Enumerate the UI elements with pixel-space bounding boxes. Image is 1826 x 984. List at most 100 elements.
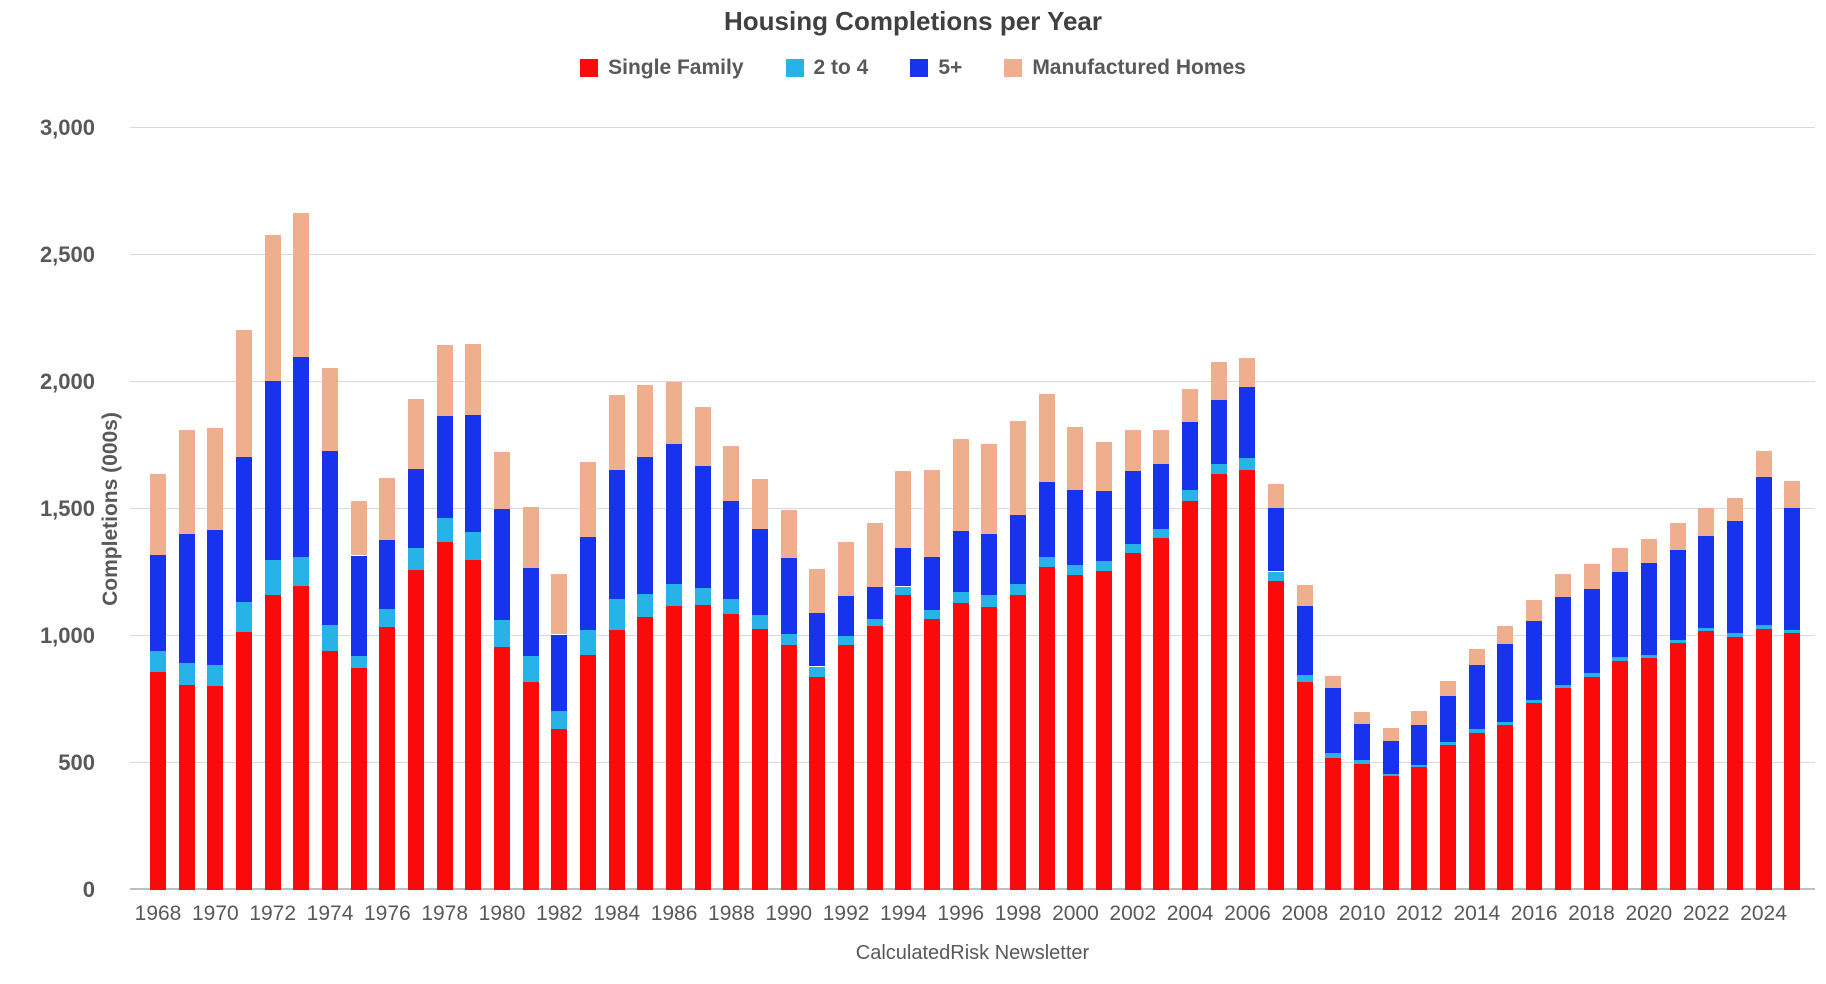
bar-segment-2-to-4-1994 [895,586,912,596]
bar-segment-2-to-4-1975 [350,656,367,668]
y-axis-tick-label: 2,500 [39,242,95,267]
bar-segment-5--2003 [1153,463,1170,529]
bar-segment-5--1988 [723,501,740,600]
x-axis-tick-label: 2004 [1166,902,1214,925]
bar-segment-manufactured-homes-2018 [1583,564,1600,590]
bar-segment-5--1992 [838,595,855,636]
bar-segment-single-family-1968 [150,672,166,890]
bar-segment-manufactured-homes-1975 [350,501,367,556]
bar-segment-2-to-4-1990 [780,633,797,645]
bar-segment-manufactured-homes-2002 [1124,429,1141,472]
x-axis-tick-label: 2024 [1740,902,1787,925]
y-axis-tick-label: 2,000 [39,369,95,394]
bar-segment-single-family-1988 [723,614,740,890]
x-axis-tick-label: 1978 [421,902,469,925]
bar-segment-5--2006 [1239,387,1256,458]
y-axis-title: Completions (000s) [98,412,122,606]
x-axis-tick-label: 1972 [249,902,297,925]
bar-segment-single-family-1984 [608,629,625,890]
bar-segment-5--1973 [293,356,310,558]
bar-segment-single-family-2000 [1067,574,1084,890]
bar-segment-manufactured-homes-2023 [1726,498,1743,521]
x-axis-tick-label: 2016 [1510,902,1558,925]
x-axis-tick-label: 2018 [1568,902,1615,925]
bar-segment-manufactured-homes-1984 [608,395,625,471]
bar-segment-5--2023 [1726,520,1743,633]
x-axis-tick-label: 1980 [478,902,526,925]
bar-segment-single-family-1981 [522,681,539,890]
bar-segment-2-to-4-1985 [637,593,654,618]
bar-segment-2-to-4-2018 [1583,673,1600,677]
bar-segment-2-to-4-2016 [1526,699,1543,703]
bar-segment-single-family-2015 [1497,725,1514,890]
y-axis-tick-label: 3,000 [39,115,95,140]
bar-segment-single-family-1986 [666,605,683,890]
bar-segment-single-family-1973 [293,585,310,890]
bar-segment-5--1972 [264,381,281,560]
bar-segment-single-family-2022 [1698,631,1715,890]
bar-segment-5--2000 [1067,490,1084,565]
bar-segment-5--1978 [436,415,453,518]
bar-segment-5--1990 [780,557,797,634]
bar-segment-single-family-1987 [694,604,711,890]
bar-segment-5--1995 [924,556,941,610]
legend-swatch-2-to-4 [785,59,804,77]
bar-segment-5--2015 [1497,644,1514,723]
bar-segment-2-to-4-1983 [580,629,597,656]
bar-segment-5--1991 [809,612,826,667]
bar-segment-2-to-4-1993 [866,618,883,627]
bar-segment-single-family-1991 [809,677,826,890]
bar-segment-2-to-4-2002 [1124,543,1141,554]
bar-segment-2-to-4-2005 [1210,463,1227,475]
legend-item-5-: 5+ [910,56,962,80]
bar-segment-manufactured-homes-1993 [866,522,883,588]
bar-segment-manufactured-homes-2006 [1239,357,1256,388]
bar-segment-2-to-4-1998 [1010,584,1027,596]
bar-segment-2-to-4-2008 [1296,674,1313,682]
bar-segment-5--2004 [1182,422,1199,491]
x-axis-tick-label: 2022 [1682,902,1730,925]
bar-segment-2-to-4-1988 [723,599,740,615]
bar-segment-single-family-2003 [1153,537,1170,890]
bar-segment-5--2005 [1210,399,1227,464]
bar-segment-2-to-4-2015 [1497,722,1514,726]
bar-segment-manufactured-homes-1973 [293,212,310,357]
bar-segment-5--2017 [1554,597,1571,686]
bar-segment-2-to-4-2003 [1153,528,1170,538]
bar-segment-2-to-4-1996 [952,591,969,604]
x-axis-tick-label: 2006 [1224,902,1271,925]
bar-segment-2-to-4-1978 [436,517,453,543]
bar-segment-5--2018 [1583,589,1600,674]
bar-segment-manufactured-homes-2020 [1640,538,1657,563]
bar-segment-single-family-1989 [752,629,769,890]
x-axis-tick-label: 2012 [1396,902,1443,925]
bar-segment-manufactured-homes-1990 [780,510,797,558]
bar-segment-manufactured-homes-1971 [236,330,252,457]
bar-segment-single-family-1997 [981,606,998,890]
legend-label: 2 to 4 [813,56,869,79]
bar-segment-2-to-4-1980 [494,620,511,647]
bar-segment-single-family-1978 [436,542,453,890]
legend-label: 5+ [938,56,963,79]
bar-segment-5--1975 [350,555,367,657]
bar-segment-2-to-4-2012 [1411,764,1428,768]
gridline [130,381,1815,382]
plot-area: 0 500 1,000 1,500 2,000 2,500 3,000 [40,115,1815,902]
x-axis-tick-label: 1998 [994,902,1042,925]
bar-segment-single-family-1998 [1010,595,1027,890]
bar-segment-2-to-4-2020 [1640,655,1657,659]
bar-segment-2-to-4-1970 [207,664,224,687]
bar-segment-5--2011 [1382,741,1399,774]
legend-item-single-family: Single Family [580,56,744,80]
bar-segment-single-family-1982 [551,729,568,890]
bar-segment-manufactured-homes-1986 [666,382,683,444]
bar-segment-2-to-4-1991 [809,666,826,678]
bar-segment-5--2010 [1354,724,1371,761]
bar-segment-single-family-2020 [1640,658,1657,890]
bar-segment-2-to-4-1971 [236,601,252,633]
legend-item-2-to-4: 2 to 4 [785,56,869,80]
bar-segment-manufactured-homes-1988 [723,446,740,502]
bar-segment-single-family-1999 [1038,567,1055,890]
bar-segment-5--1986 [666,443,683,585]
bar-segment-manufactured-homes-1989 [752,478,769,529]
